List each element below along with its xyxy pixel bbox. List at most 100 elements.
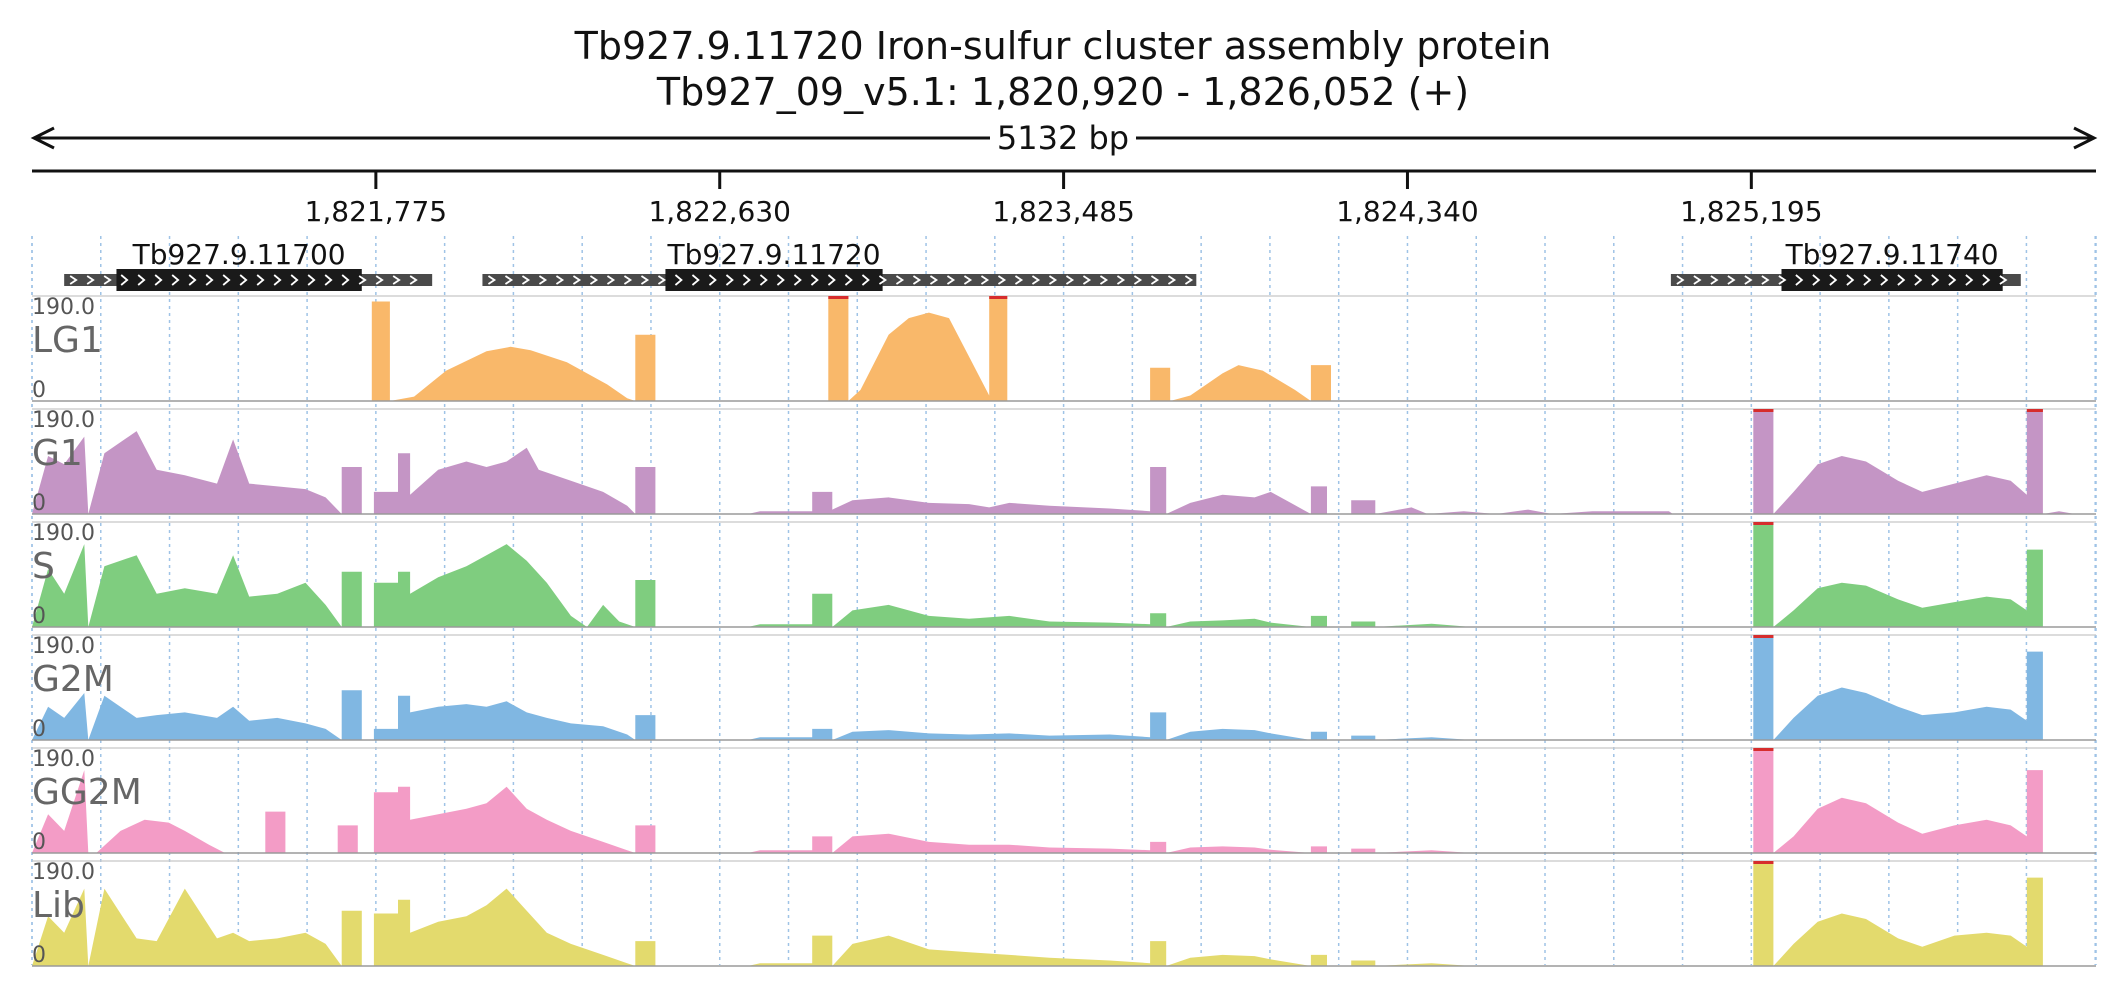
clipped-peak-marker xyxy=(1753,861,1774,864)
strand-chevron xyxy=(674,274,683,286)
strand-chevron xyxy=(1897,274,1906,286)
axis-tick-label: 1,825,195 xyxy=(1680,195,1823,228)
strand-chevron xyxy=(1693,275,1702,285)
span-label-bg xyxy=(990,118,1136,158)
strand-chevron xyxy=(589,275,599,285)
clipped-peak-marker xyxy=(989,296,1008,299)
strand-chevron xyxy=(154,274,163,286)
coverage-track: 190.0 0 G2M xyxy=(32,634,2096,742)
strand-chevron xyxy=(1065,275,1075,285)
strand-chevron xyxy=(1829,274,1838,286)
strand-chevron xyxy=(1778,275,1787,285)
strand-chevron xyxy=(69,275,78,285)
strand-chevron xyxy=(980,275,990,285)
strand-chevron xyxy=(1676,275,1685,285)
gene-model: Tb927.9.11740 xyxy=(1670,238,2021,291)
strand-chevron xyxy=(1014,275,1024,285)
strand-chevron xyxy=(239,274,248,286)
strand-chevron xyxy=(878,275,888,285)
axis-tick-label: 1,822,630 xyxy=(648,195,791,228)
strand-chevron xyxy=(1116,275,1126,285)
strand-chevron xyxy=(392,275,401,285)
axis-tick-label: 1,823,485 xyxy=(992,195,1135,228)
strand-chevron xyxy=(1982,274,1991,286)
track-ymax-label: 190.0 xyxy=(32,860,95,885)
strand-chevron xyxy=(1150,275,1160,285)
strand-chevron xyxy=(572,275,582,285)
strand-chevron xyxy=(1863,274,1872,286)
gene-cds xyxy=(116,269,362,291)
gene-cds xyxy=(665,269,883,291)
strand-chevron xyxy=(861,274,870,286)
strand-chevron xyxy=(657,275,667,285)
strand-chevron xyxy=(256,274,265,286)
strand-chevron xyxy=(1727,275,1736,285)
strand-chevron xyxy=(725,274,734,286)
coverage-area xyxy=(32,748,2096,853)
track-name-label: GG2M xyxy=(32,772,142,813)
coverage-area xyxy=(32,522,2096,627)
gene-model: Tb927.9.11700 xyxy=(64,238,433,291)
strand-chevron xyxy=(1846,274,1855,286)
track-ymax-label: 190.0 xyxy=(32,408,95,433)
strand-chevron xyxy=(487,275,497,285)
strand-chevron xyxy=(742,274,751,286)
strand-chevron xyxy=(290,274,299,286)
coverage-area xyxy=(32,635,2096,740)
track-ymin-label: 0 xyxy=(32,491,46,516)
strand-chevron xyxy=(810,274,819,286)
strand-chevron xyxy=(1948,274,1957,286)
coverage-track: 190.0 0 GG2M xyxy=(32,747,2096,855)
coverage-area xyxy=(32,861,2096,966)
clipped-peak-marker xyxy=(1753,635,1774,638)
strand-chevron xyxy=(358,275,367,285)
clipped-peak-marker xyxy=(2026,409,2043,412)
strand-chevron xyxy=(1965,274,1974,286)
strand-chevron xyxy=(1031,275,1041,285)
axis-tick-label: 1,824,340 xyxy=(1336,195,1479,228)
strand-chevron xyxy=(1931,274,1940,286)
clipped-peak-marker xyxy=(1753,409,1774,412)
gene-label: Tb927.9.11740 xyxy=(1785,238,1999,271)
strand-chevron xyxy=(409,275,418,285)
strand-chevron xyxy=(997,275,1007,285)
clipped-peak-marker xyxy=(1753,522,1774,525)
strand-chevron xyxy=(504,275,514,285)
strand-chevron xyxy=(1082,275,1092,285)
span-arrow-right-head xyxy=(2073,126,2098,150)
gene-label: Tb927.9.11700 xyxy=(132,238,346,271)
strand-chevron xyxy=(538,275,548,285)
strand-chevron xyxy=(222,274,231,286)
strand-chevron xyxy=(929,275,939,285)
strand-chevron xyxy=(691,274,700,286)
strand-chevron xyxy=(1744,275,1753,285)
track-ymax-label: 190.0 xyxy=(32,295,95,320)
chart-title: Tb927.9.11720 Iron-sulfur cluster assemb… xyxy=(574,24,1552,68)
span-label: 5132 bp xyxy=(997,119,1129,157)
strand-chevron xyxy=(324,274,333,286)
strand-chevron xyxy=(1914,274,1923,286)
track-ymax-label: 190.0 xyxy=(32,634,95,659)
strand-chevron xyxy=(273,274,282,286)
track-name-label: LG1 xyxy=(32,320,103,361)
chart-subtitle: Tb927_09_v5.1: 1,820,920 - 1,826,052 (+) xyxy=(656,70,1470,114)
strand-chevron xyxy=(103,275,112,285)
strand-chevron xyxy=(555,275,565,285)
coverage-track: 190.0 0 LG1 xyxy=(32,295,2096,403)
strand-chevron xyxy=(946,275,956,285)
strand-chevron xyxy=(912,275,922,285)
track-ymin-label: 0 xyxy=(32,717,46,742)
strand-chevron xyxy=(307,274,316,286)
strand-chevron xyxy=(708,274,717,286)
clipped-peak-marker xyxy=(1753,748,1774,751)
gene-model: Tb927.9.11720 xyxy=(482,238,1197,291)
strand-chevron xyxy=(1099,275,1109,285)
strand-chevron xyxy=(793,274,802,286)
track-name-label: S xyxy=(32,546,55,587)
track-ymin-label: 0 xyxy=(32,830,46,855)
coverage-track: 190.0 0 S xyxy=(32,521,2096,629)
coverage-track: 190.0 0 Lib xyxy=(32,860,2096,968)
strand-chevron xyxy=(205,274,214,286)
track-ymax-label: 190.0 xyxy=(32,747,95,772)
strand-chevron xyxy=(1048,275,1058,285)
